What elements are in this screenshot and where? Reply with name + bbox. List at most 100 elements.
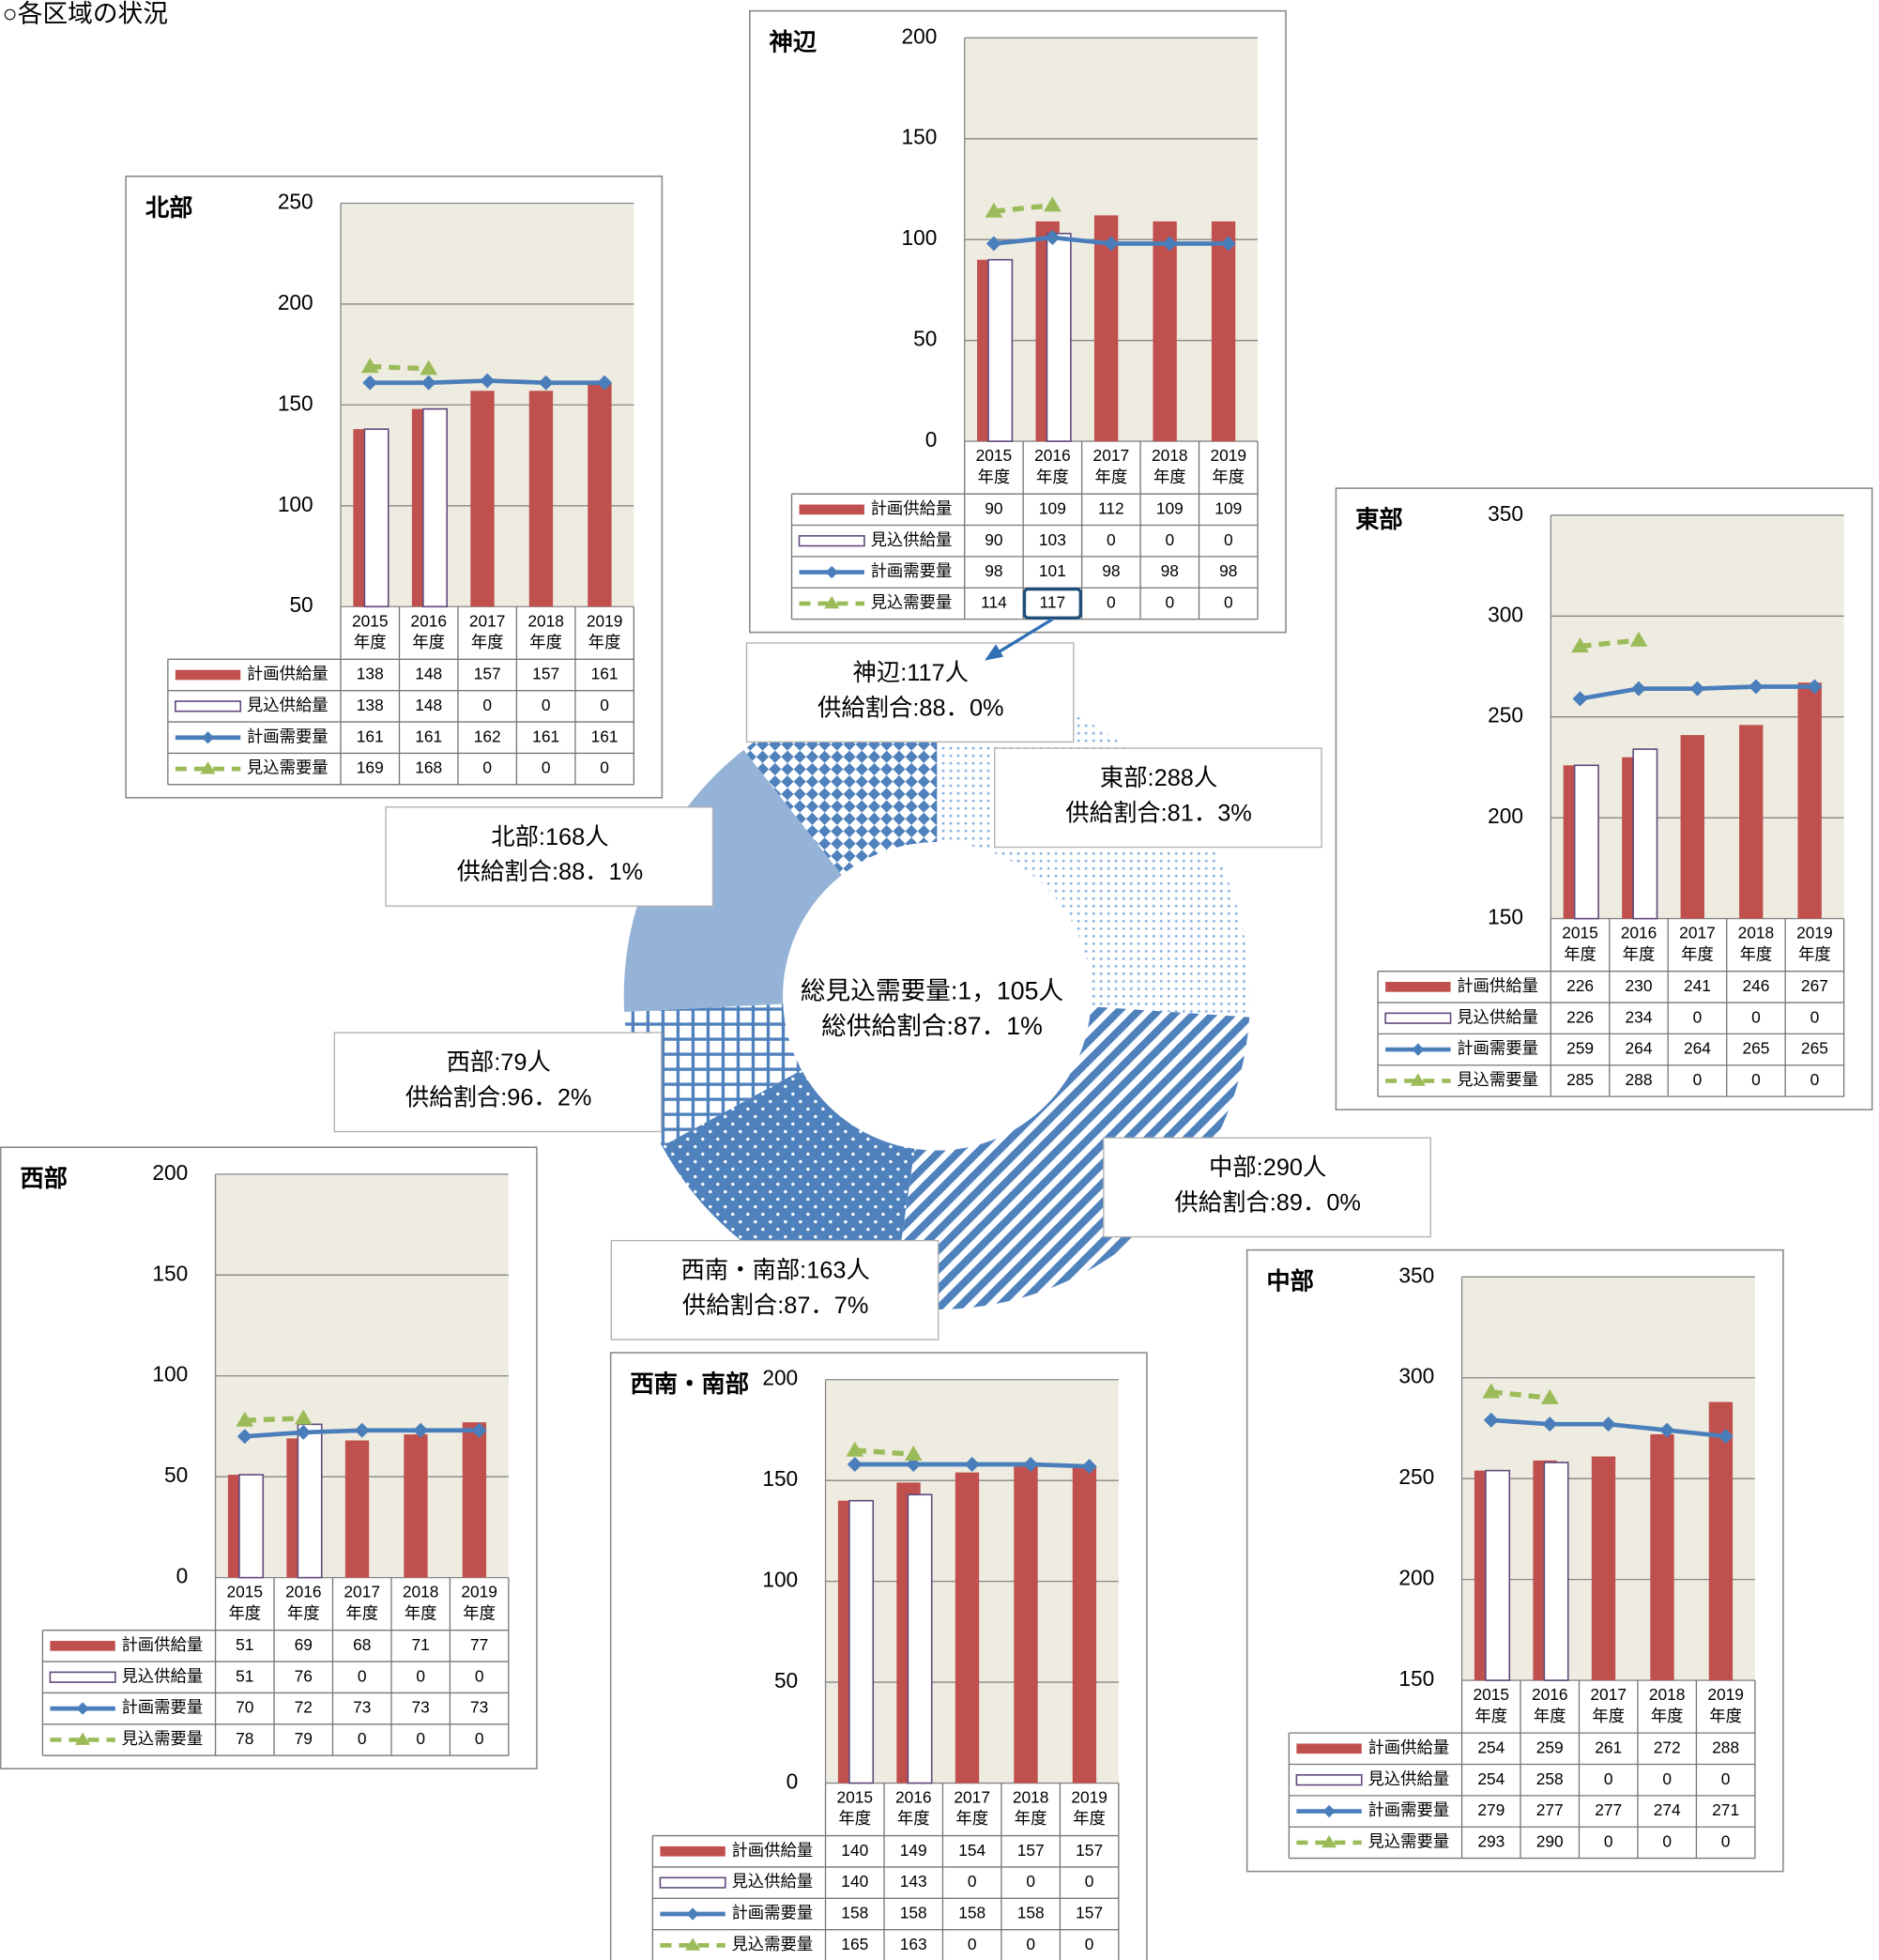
point [904, 1445, 923, 1461]
chart-title: 西部 [20, 1165, 68, 1192]
bar [1543, 1462, 1569, 1681]
y-tick-label: 200 [278, 290, 313, 314]
point [1600, 1416, 1616, 1432]
legend-swatch [1385, 982, 1451, 992]
table-cell: 109 [1156, 498, 1184, 517]
table-cell: 0 [1721, 1769, 1731, 1788]
point [360, 358, 379, 374]
table-cell: 148 [415, 665, 442, 683]
callout-arrowhead [985, 644, 1004, 661]
y-tick-label: 250 [278, 189, 313, 213]
table-cell: 161 [357, 727, 384, 745]
table-cell: 241 [1684, 976, 1711, 995]
table-cell: 103 [1039, 530, 1066, 549]
legend-label: 見込需要量 [1367, 1831, 1449, 1850]
point [1482, 1383, 1501, 1399]
x-tick-label: 2016 年度 [895, 1787, 932, 1828]
y-tick-label: 300 [1398, 1364, 1434, 1388]
y-tick-label: 150 [762, 1466, 798, 1491]
legend-label: 計画供給量 [1457, 976, 1538, 995]
table-cell: 77 [470, 1635, 488, 1654]
bar [1072, 1466, 1097, 1784]
legend-label: 計画供給量 [1367, 1738, 1449, 1756]
segment-label: 西南・南部:163人 [680, 1258, 869, 1284]
bar [297, 1423, 323, 1579]
table-cell: 226 [1566, 976, 1594, 995]
table-cell: 0 [542, 696, 551, 714]
table-cell: 161 [591, 665, 619, 683]
point [362, 375, 378, 390]
bar [462, 1422, 487, 1578]
point [1483, 1412, 1499, 1428]
bar [907, 1493, 933, 1784]
point [480, 373, 496, 389]
y-tick-label: 50 [164, 1462, 188, 1487]
label-box [745, 642, 1075, 743]
bar [1650, 1433, 1674, 1681]
table-cell: 98 [1219, 561, 1237, 580]
page-title: ○各区域の状況 [3, 0, 168, 27]
table-cell: 279 [1477, 1800, 1505, 1819]
y-tick-label: 350 [1398, 1263, 1434, 1287]
bar [344, 1440, 370, 1578]
table-cell: 0 [1224, 530, 1233, 549]
x-tick-label: 2019 年度 [461, 1582, 497, 1622]
table-cell: 161 [532, 727, 559, 745]
x-tick-label: 2016 年度 [1621, 923, 1657, 963]
table-cell: 73 [412, 1698, 430, 1717]
table-cell: 0 [482, 696, 492, 714]
point [1023, 1457, 1039, 1473]
legend-label: 計画需要量 [247, 727, 328, 745]
legend-swatch [175, 700, 242, 712]
table-cell: 0 [1662, 1769, 1672, 1788]
chart-title: 神辺 [769, 30, 817, 56]
table-cell: 109 [1039, 498, 1066, 517]
legend-label: 見込需要量 [1457, 1070, 1538, 1089]
legend-marker [1322, 1804, 1336, 1818]
donut-segment [623, 749, 842, 1012]
x-tick-label: 2016 年度 [1034, 446, 1071, 486]
legend-swatch [660, 1845, 726, 1857]
segment-share: 供給割合:89．0% [1174, 1190, 1361, 1217]
table-cell: 76 [295, 1666, 313, 1685]
table-cell: 254 [1477, 1738, 1505, 1756]
point [847, 1457, 863, 1473]
table-cell: 0 [1810, 1070, 1820, 1089]
y-tick-label: 150 [152, 1261, 188, 1285]
table-cell: 161 [591, 727, 619, 745]
point [597, 375, 613, 390]
label-box [1103, 1137, 1431, 1238]
table-cell: 293 [1477, 1831, 1505, 1850]
legend-label: 見込供給量 [247, 696, 328, 714]
bar [1211, 221, 1236, 442]
table-cell: 158 [1017, 1904, 1045, 1922]
donut-hole [783, 842, 1092, 1151]
table-cell: 290 [1536, 1831, 1564, 1850]
table-cell: 101 [1039, 561, 1066, 580]
table-cell: 70 [236, 1698, 253, 1717]
point [1081, 1459, 1097, 1475]
table-cell: 90 [985, 498, 1002, 517]
table-cell: 78 [236, 1729, 253, 1748]
table-cell: 73 [353, 1698, 371, 1717]
point [294, 1409, 313, 1425]
x-tick-label: 2015 年度 [226, 1582, 263, 1622]
y-tick-label: 200 [902, 23, 938, 48]
table-cell: 69 [295, 1635, 313, 1654]
point [1044, 196, 1062, 212]
point [906, 1457, 922, 1473]
table-cell: 0 [1085, 1935, 1094, 1953]
legend-marker [686, 1907, 699, 1921]
table-cell: 0 [416, 1666, 425, 1685]
table-cell: 0 [1224, 593, 1233, 612]
donut-segment [624, 1003, 802, 1147]
bar [363, 428, 390, 608]
bar [528, 390, 554, 607]
table-cell: 0 [1165, 530, 1174, 549]
legend-label: 計画供給量 [871, 498, 953, 517]
point [1629, 631, 1648, 647]
bar [238, 1474, 265, 1579]
center-label: 総見込需要量:1，105人 [801, 976, 1063, 1004]
legend-label: 計画需要量 [1367, 1800, 1449, 1819]
x-tick-label: 2018 年度 [1649, 1685, 1686, 1725]
